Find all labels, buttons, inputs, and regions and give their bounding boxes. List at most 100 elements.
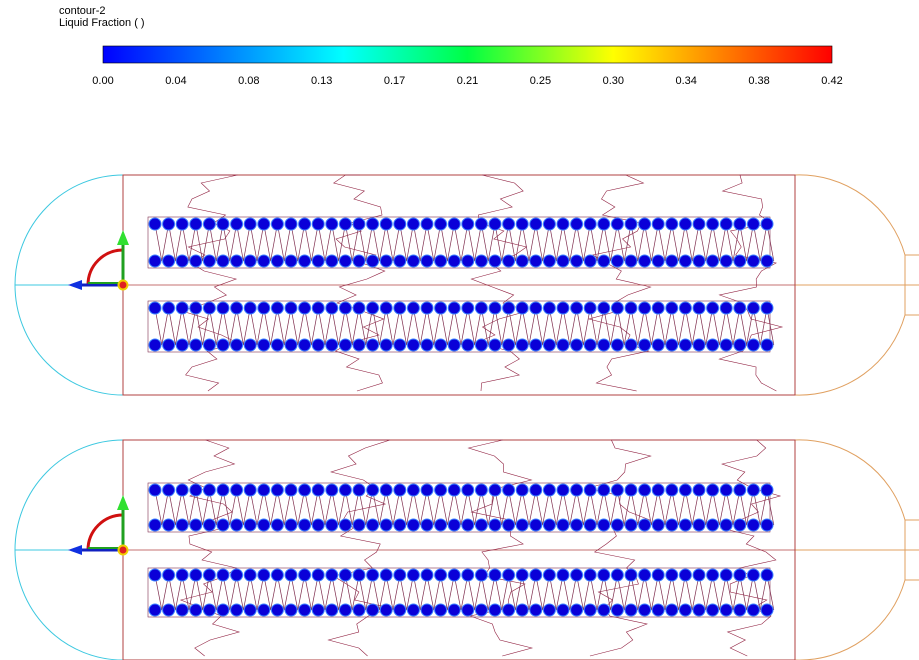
tube <box>421 519 433 531</box>
tube <box>448 604 460 616</box>
tube <box>380 218 392 230</box>
tube <box>611 302 623 314</box>
tube <box>475 302 487 314</box>
tube <box>394 519 406 531</box>
tube <box>448 519 460 531</box>
tube <box>747 519 759 531</box>
tube <box>516 339 528 351</box>
tube <box>435 302 447 314</box>
tube <box>299 255 311 267</box>
tube <box>299 484 311 496</box>
melt-contour <box>469 440 532 656</box>
tube <box>435 604 447 616</box>
tube <box>598 604 610 616</box>
tube <box>271 339 283 351</box>
tube <box>761 569 773 581</box>
tube <box>285 519 297 531</box>
tube <box>176 255 188 267</box>
tube <box>503 519 515 531</box>
tube <box>312 339 324 351</box>
tube <box>163 255 175 267</box>
colorbar-tick-label: 0.34 <box>675 75 696 87</box>
tube <box>611 255 623 267</box>
tube <box>734 218 746 230</box>
tube <box>394 218 406 230</box>
tube <box>285 569 297 581</box>
tube <box>707 339 719 351</box>
tube <box>421 218 433 230</box>
tube <box>543 255 555 267</box>
tube <box>149 519 161 531</box>
tube <box>149 339 161 351</box>
tube <box>720 218 732 230</box>
tube <box>666 255 678 267</box>
tube <box>217 218 229 230</box>
tube <box>571 255 583 267</box>
tube <box>435 484 447 496</box>
tube <box>163 218 175 230</box>
tube <box>611 519 623 531</box>
tube <box>489 218 501 230</box>
tube <box>666 218 678 230</box>
tube <box>244 302 256 314</box>
tube <box>489 339 501 351</box>
tube <box>503 339 515 351</box>
tube <box>258 519 270 531</box>
tube <box>231 218 243 230</box>
tube <box>720 339 732 351</box>
tube <box>367 604 379 616</box>
tube <box>421 255 433 267</box>
tube <box>367 569 379 581</box>
tube <box>448 302 460 314</box>
tube <box>244 569 256 581</box>
tube <box>203 484 215 496</box>
tube <box>285 255 297 267</box>
tube <box>571 484 583 496</box>
tube <box>231 302 243 314</box>
triad-y-head <box>117 495 129 510</box>
tube <box>530 339 542 351</box>
tube <box>598 339 610 351</box>
melt-contour <box>589 175 651 391</box>
tube <box>190 484 202 496</box>
tube <box>271 218 283 230</box>
tube <box>625 255 637 267</box>
tube <box>244 255 256 267</box>
tube <box>312 519 324 531</box>
tube <box>734 484 746 496</box>
viewport: contour-2 Liquid Fraction ( ) 0.000.040.… <box>0 0 919 660</box>
tube <box>516 218 528 230</box>
tube <box>707 484 719 496</box>
tube <box>489 255 501 267</box>
tube <box>761 218 773 230</box>
tube <box>734 339 746 351</box>
tube <box>571 519 583 531</box>
tube <box>639 604 651 616</box>
colorbar-tick-label: 0.04 <box>165 75 186 87</box>
tube <box>639 302 651 314</box>
tube <box>407 218 419 230</box>
tube <box>271 255 283 267</box>
tube <box>747 569 759 581</box>
tube <box>720 569 732 581</box>
tube <box>258 302 270 314</box>
tube <box>584 569 596 581</box>
tube <box>747 302 759 314</box>
tube <box>734 302 746 314</box>
tube <box>625 339 637 351</box>
tube <box>163 484 175 496</box>
tube <box>652 339 664 351</box>
triad-x-head <box>68 280 82 290</box>
tube <box>761 519 773 531</box>
tube <box>176 484 188 496</box>
tube <box>720 519 732 531</box>
tube <box>217 255 229 267</box>
tube <box>503 484 515 496</box>
tube <box>367 519 379 531</box>
tube <box>435 569 447 581</box>
tube <box>231 339 243 351</box>
tube <box>163 302 175 314</box>
tube <box>584 339 596 351</box>
tube <box>571 339 583 351</box>
tube <box>149 569 161 581</box>
